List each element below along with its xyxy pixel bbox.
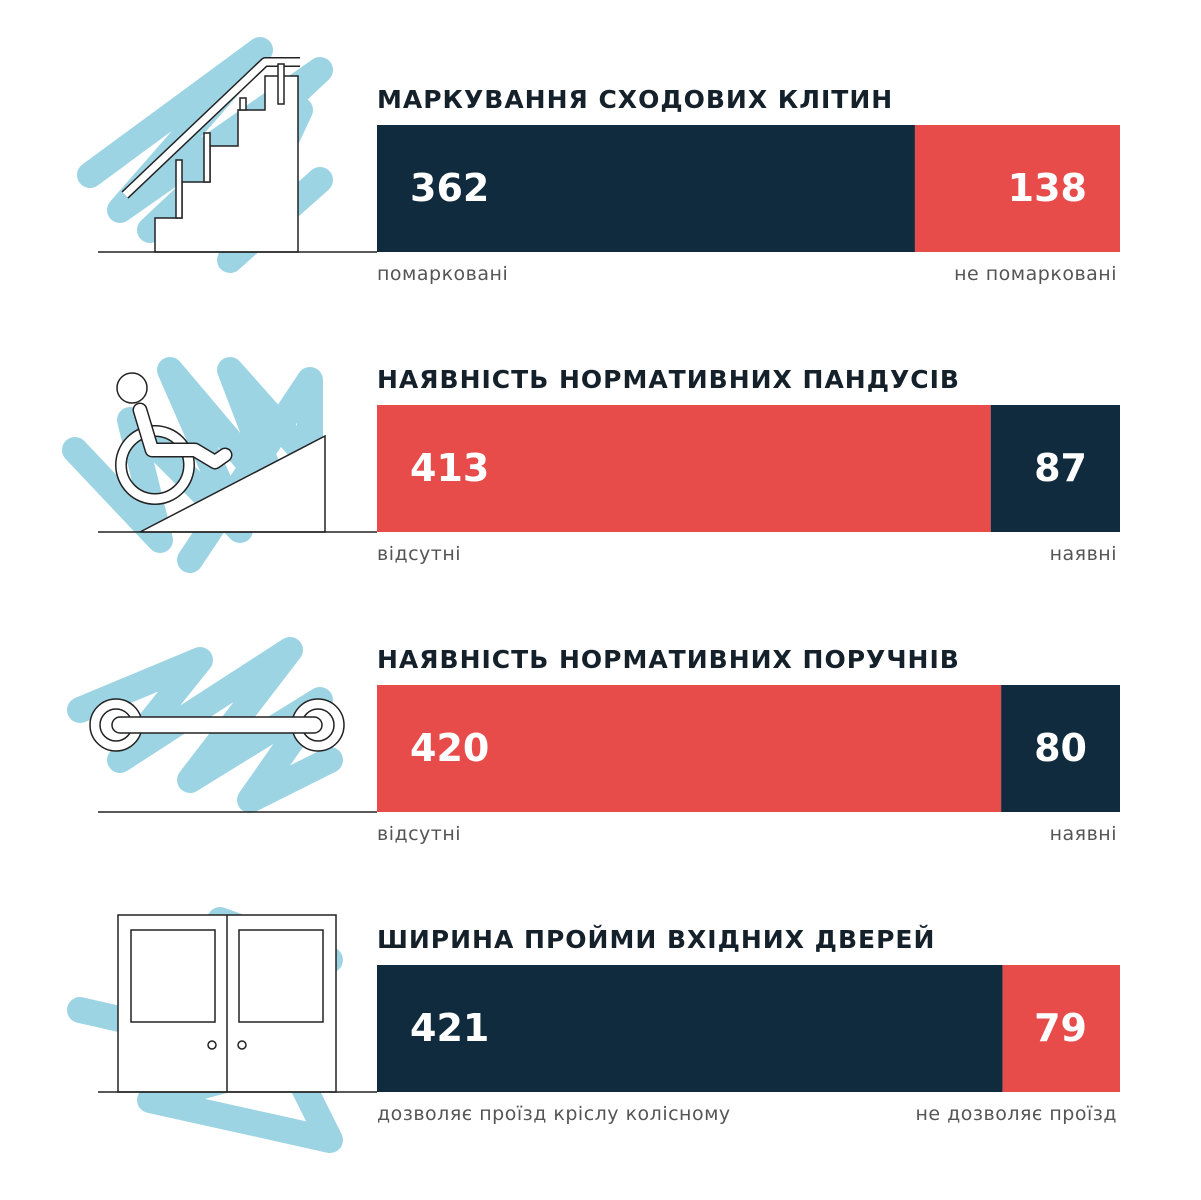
chart-title: МАРКУВАННЯ СХОДОВИХ КЛІТИН <box>377 85 893 114</box>
icon-door <box>67 907 343 1153</box>
bar-segment <box>377 685 1002 812</box>
segment-label: не дозволяє проїзд <box>915 1103 1117 1125</box>
chart-title: НАЯВНІСТЬ НОРМАТИВНИХ ПОРУЧНІВ <box>377 645 960 674</box>
bar-segment <box>377 125 915 252</box>
value-label: 421 <box>410 1006 489 1050</box>
bar-segment <box>377 965 1003 1092</box>
segment-label: відсутні <box>377 823 461 845</box>
value-label: 420 <box>410 726 489 770</box>
icon-wheelchair <box>62 357 326 573</box>
value-label: 138 <box>1008 166 1087 210</box>
segment-label: помарковані <box>377 263 508 285</box>
value-label: 87 <box>1034 446 1087 490</box>
value-label: 80 <box>1034 726 1087 770</box>
bar-segment <box>377 405 991 532</box>
segment-label: не помарковані <box>954 263 1117 285</box>
segment-label: відсутні <box>377 543 461 565</box>
chart-title: НАЯВНІСТЬ НОРМАТИВНИХ ПАНДУСІВ <box>377 365 960 394</box>
bar-segment <box>990 405 1120 532</box>
value-label: 79 <box>1034 1006 1087 1050</box>
chart-title: ШИРИНА ПРОЙМИ ВХІДНИХ ДВЕРЕЙ <box>377 925 935 954</box>
bar-segment <box>1002 965 1120 1092</box>
bar-segment <box>914 125 1120 252</box>
icon-stairs <box>77 37 333 273</box>
bar-segment <box>1001 685 1120 812</box>
value-label: 362 <box>410 166 489 210</box>
icon-handrail <box>67 637 345 813</box>
segment-label: дозволяє проїзд кріслу колісному <box>377 1103 731 1125</box>
segment-label: наявні <box>1050 543 1117 565</box>
segment-label: наявні <box>1050 823 1117 845</box>
value-label: 413 <box>410 446 489 490</box>
